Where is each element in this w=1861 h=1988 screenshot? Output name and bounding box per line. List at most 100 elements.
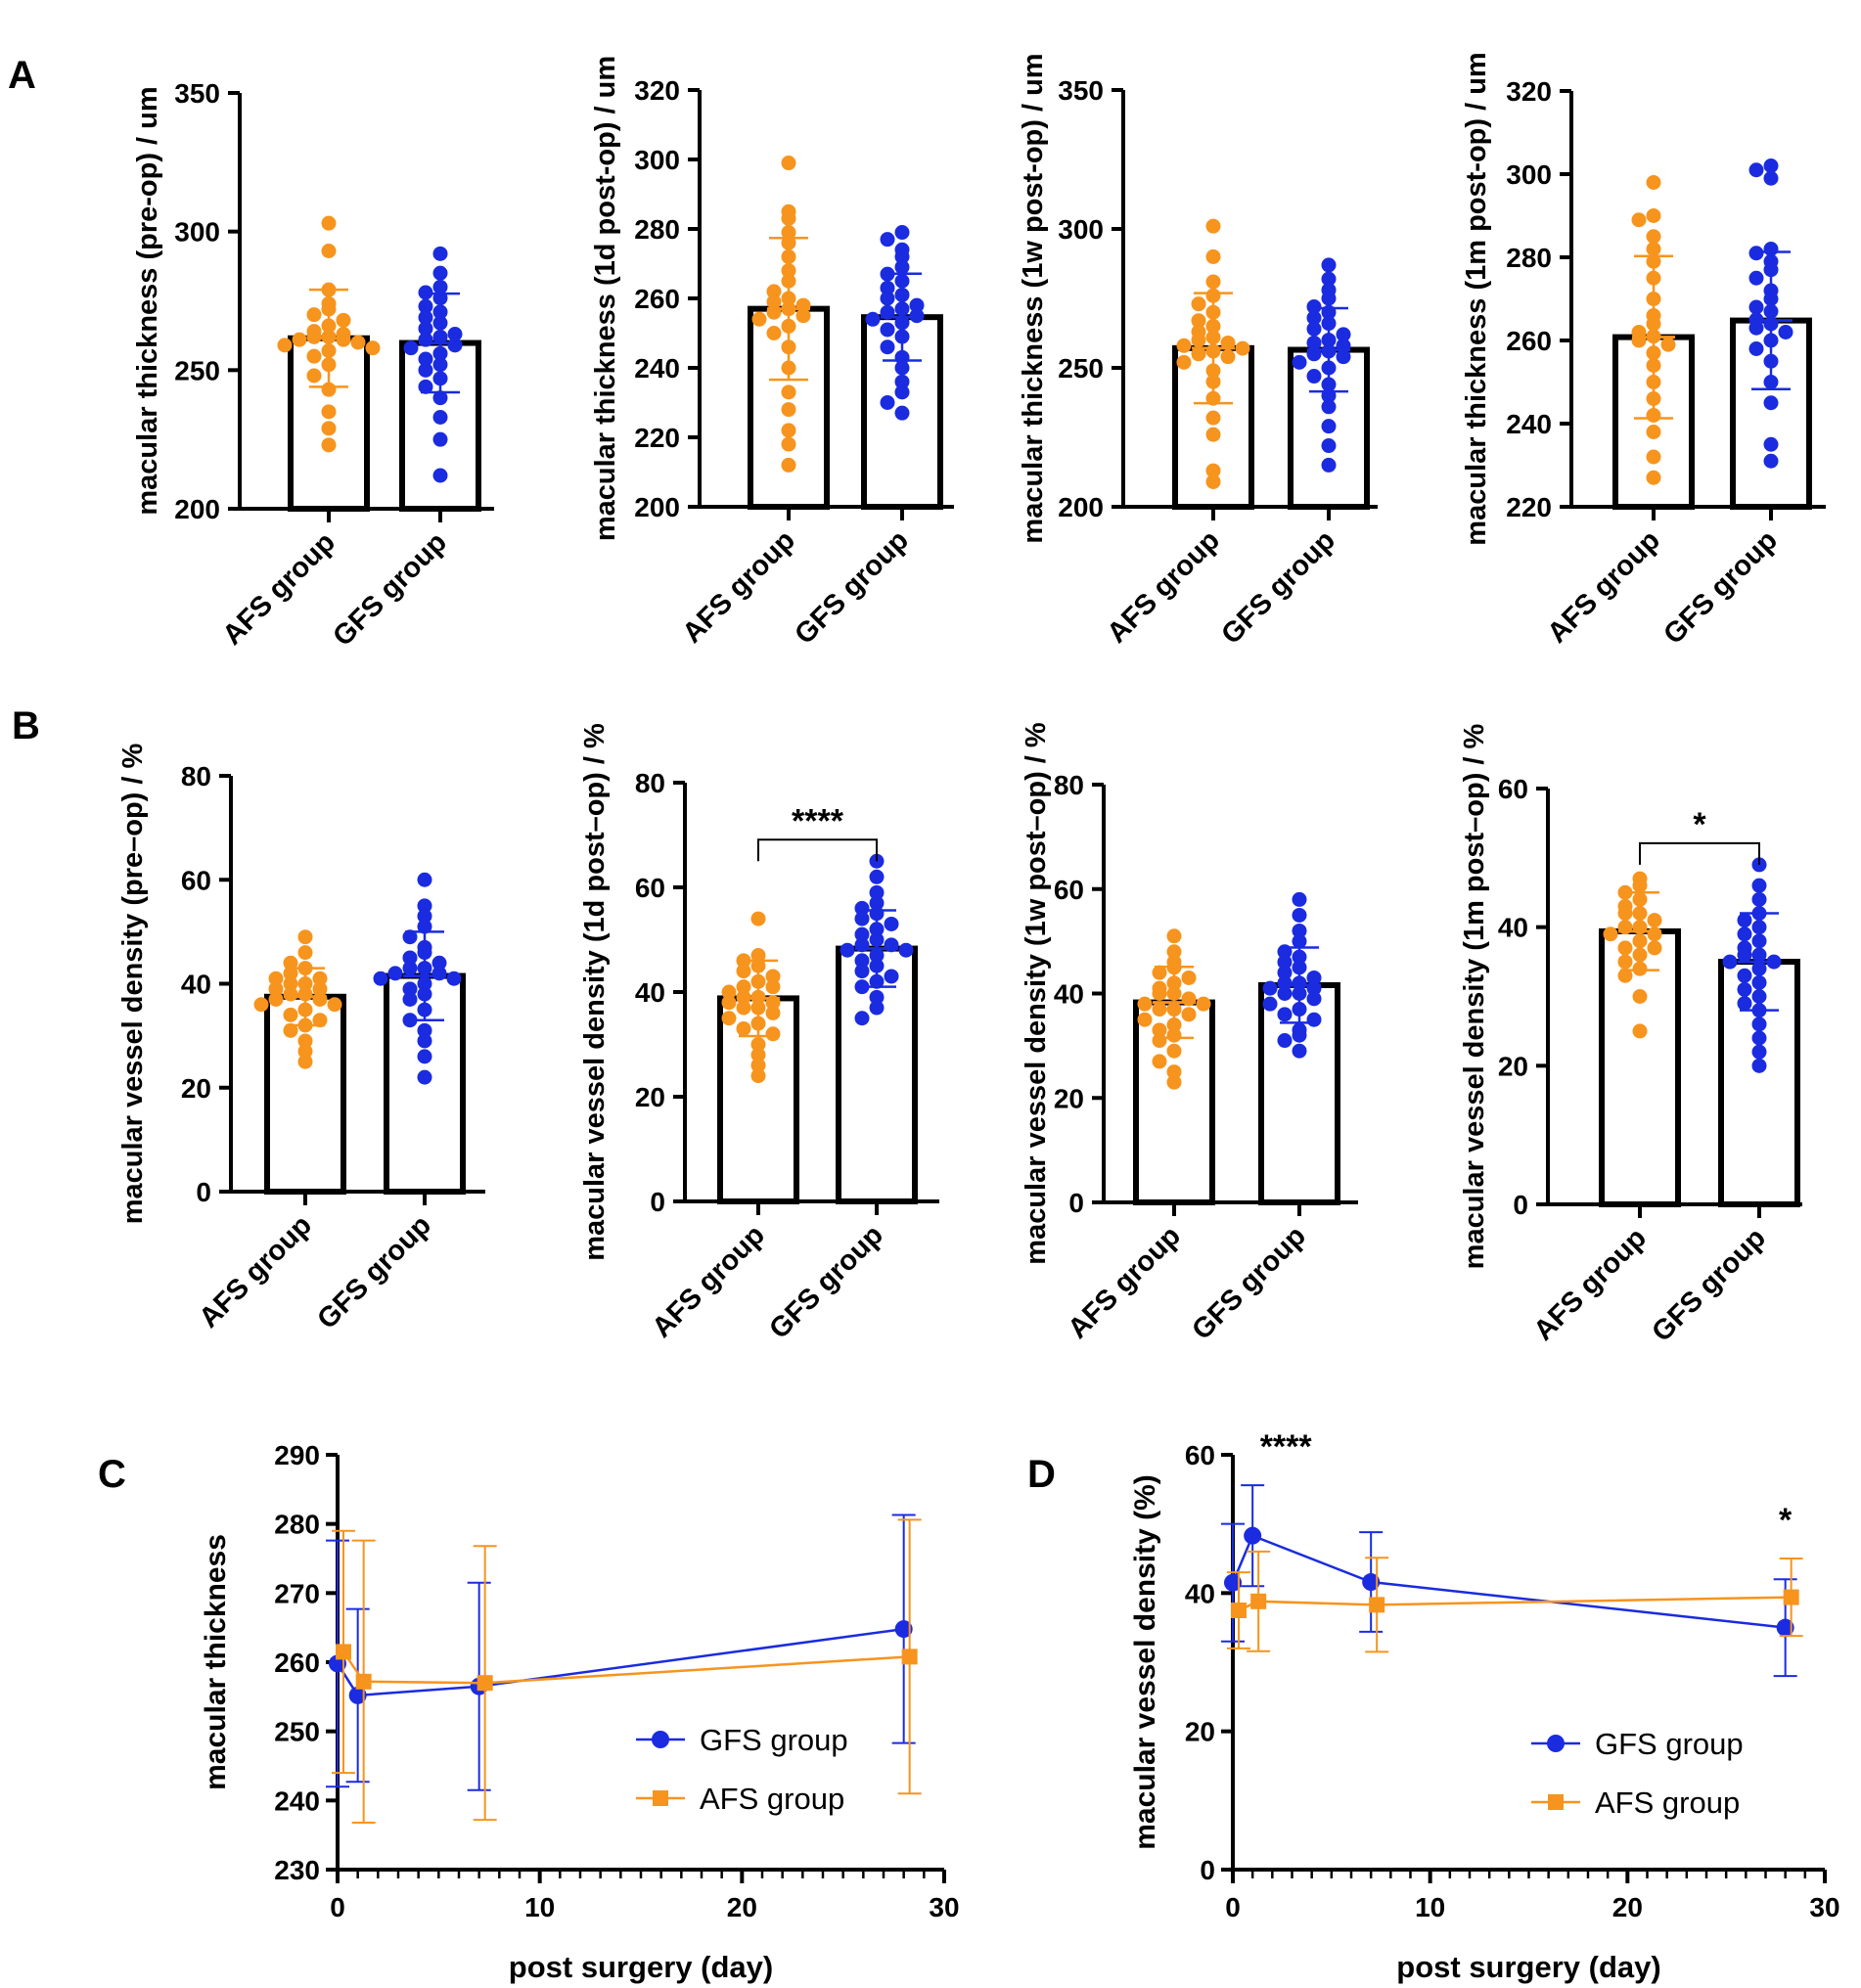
- data-point-b1-afs: [312, 991, 328, 1007]
- data-point-b2-afs: [765, 969, 781, 984]
- y-axis-label-b4: macular vessel density (1m post–op) / %: [1459, 723, 1490, 1269]
- y-tick-label-a3: 350: [1058, 75, 1104, 106]
- x-tick-label-d: 0: [1225, 1892, 1241, 1922]
- y-tick-label-b1: 0: [196, 1177, 211, 1207]
- data-point-a2-afs: [781, 457, 796, 473]
- data-point-a1-gfs: [418, 321, 433, 337]
- data-point-b1-gfs: [402, 961, 418, 976]
- data-point-a3-afs: [1176, 354, 1192, 370]
- data-point-a2-afs: [766, 304, 782, 320]
- marker-d-gfs: [1776, 1618, 1794, 1637]
- data-point-b3-afs: [1152, 986, 1167, 1001]
- significance-label-d: ****: [1260, 1428, 1313, 1466]
- data-point-b4-afs: [1617, 968, 1633, 983]
- data-point-a1-afs: [321, 437, 337, 453]
- y-tick-label-b2: 0: [650, 1187, 665, 1217]
- data-point-a4-gfs: [1763, 158, 1779, 173]
- data-point-b1-gfs: [417, 1022, 432, 1038]
- significance-label-b4: *: [1693, 806, 1706, 843]
- y-tick-label-a4: 260: [1506, 326, 1552, 356]
- data-point-a2-afs: [781, 156, 796, 171]
- data-point-b1-afs: [327, 997, 342, 1013]
- data-point-b1-afs: [268, 991, 284, 1007]
- data-point-b2-gfs: [869, 884, 885, 900]
- y-tick-label-b1: 80: [181, 761, 211, 791]
- y-tick-label-b4: 40: [1498, 913, 1528, 943]
- data-point-b1-gfs: [402, 950, 418, 966]
- data-point-b2-afs: [736, 979, 751, 995]
- data-point-a1-afs: [306, 368, 322, 384]
- y-tick-label-b2: 20: [635, 1082, 665, 1112]
- data-point-b1-afs: [297, 945, 313, 961]
- data-point-a2-afs: [751, 311, 767, 327]
- data-point-a1-gfs: [418, 310, 433, 325]
- data-point-b2-afs: [750, 1058, 766, 1073]
- data-point-a3-afs: [1220, 335, 1236, 350]
- data-point-a4-afs: [1646, 470, 1661, 485]
- y-tick-label-a3: 300: [1058, 214, 1104, 245]
- y-tick-label-c: 270: [274, 1578, 320, 1608]
- data-point-b1-afs: [283, 1022, 298, 1038]
- data-point-a2-gfs: [894, 384, 910, 400]
- data-point-b2-gfs: [854, 900, 870, 916]
- data-point-b2-afs: [765, 979, 781, 995]
- data-point-a4-gfs: [1748, 270, 1764, 286]
- data-point-a3-afs: [1191, 333, 1206, 348]
- data-point-b3-gfs: [1277, 965, 1293, 980]
- data-point-b4-afs: [1617, 954, 1633, 970]
- data-point-b3-afs: [1166, 1074, 1182, 1090]
- data-point-b2-afs: [750, 1047, 766, 1062]
- data-point-b4-gfs: [1722, 954, 1738, 970]
- x-tick-label-c: 20: [727, 1892, 757, 1922]
- data-point-a4-afs: [1631, 212, 1647, 228]
- data-point-b3-gfs: [1277, 986, 1293, 1001]
- data-point-a4-afs: [1646, 425, 1661, 439]
- data-point-a2-gfs: [894, 248, 910, 264]
- panel-letter-a: A: [8, 54, 36, 97]
- data-point-a3-afs: [1205, 463, 1221, 478]
- significance-label-d: *: [1779, 1502, 1793, 1539]
- y-tick-label-a2: 260: [634, 284, 680, 314]
- y-axis-label-a4: macular thickness (1m post-op) / um: [1461, 52, 1492, 545]
- y-tick-label-d: 60: [1185, 1440, 1215, 1470]
- data-point-b2-gfs: [840, 942, 855, 958]
- y-tick-label-b2: 60: [635, 873, 665, 903]
- data-point-a1-gfs: [418, 351, 433, 367]
- data-point-a1-afs: [321, 421, 337, 436]
- data-point-b3-gfs: [1292, 1027, 1307, 1043]
- data-point-a3-gfs: [1321, 438, 1337, 454]
- data-point-b2-afs: [765, 1026, 781, 1042]
- data-point-a2-gfs: [880, 395, 895, 410]
- y-tick-label-a2: 200: [634, 492, 680, 522]
- data-point-a4-gfs: [1763, 395, 1779, 411]
- data-point-a4-gfs: [1748, 162, 1764, 178]
- data-point-b1-gfs: [417, 1049, 432, 1064]
- y-tick-label-a3: 250: [1058, 353, 1104, 384]
- series-line-d-gfs: [1231, 1534, 1786, 1629]
- data-point-a3-gfs: [1321, 399, 1337, 415]
- data-point-a4-gfs: [1748, 246, 1764, 261]
- data-point-a3-afs: [1205, 248, 1221, 264]
- data-point-a1-afs: [336, 312, 351, 328]
- data-point-b4-afs: [1647, 913, 1662, 928]
- data-point-b4-gfs: [1737, 926, 1752, 942]
- y-tick-label-a2: 320: [634, 75, 680, 106]
- data-point-a2-gfs: [894, 405, 910, 421]
- data-point-b3-afs: [1166, 944, 1182, 960]
- data-point-b3-gfs: [1262, 996, 1278, 1012]
- marker-d-afs: [1369, 1597, 1385, 1613]
- data-point-a2-gfs: [880, 280, 895, 295]
- data-point-b4-gfs: [1737, 981, 1752, 997]
- data-point-b2-afs: [750, 1068, 766, 1084]
- y-axis-label-b2: macular vessel density (1d post–op) / %: [579, 723, 611, 1261]
- legend-marker-c: [653, 1790, 668, 1806]
- significance-label-b2: ****: [792, 802, 844, 839]
- data-point-a1-afs: [365, 340, 381, 356]
- y-tick-label-b1: 20: [181, 1073, 211, 1104]
- data-point-a2-afs: [766, 294, 782, 310]
- data-point-b1-afs: [312, 971, 328, 986]
- y-tick-label-d: 0: [1200, 1855, 1215, 1885]
- data-point-a3-afs: [1191, 313, 1206, 329]
- x-tick-label-d: 10: [1415, 1892, 1445, 1922]
- data-point-a1-afs: [321, 244, 337, 258]
